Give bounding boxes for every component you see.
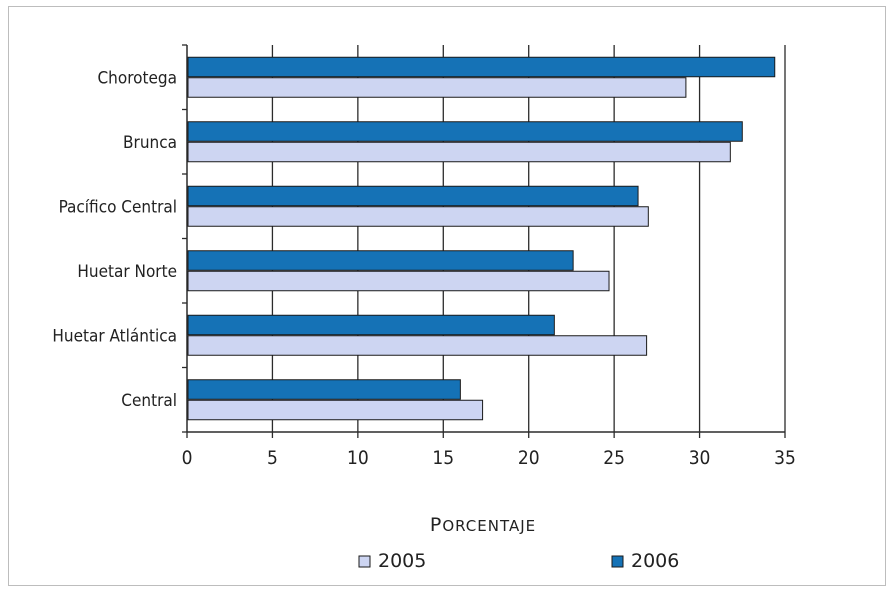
x-tick-label: 0	[182, 447, 193, 469]
x-tick-label: 35	[774, 447, 796, 469]
bar-2005	[187, 77, 687, 98]
bar-2005	[187, 399, 484, 421]
category-label: Central	[121, 391, 177, 411]
x-tick-label: 10	[347, 447, 369, 469]
category-label: Pacífico Central	[59, 197, 177, 217]
x-axis-label-initial: P	[430, 514, 442, 536]
category-label: Chorotega	[98, 68, 178, 88]
gridlines	[271, 45, 786, 432]
x-axis-label: PORCENTAJE	[430, 514, 536, 536]
x-tick-label: 5	[267, 447, 278, 469]
legend: 2005 2006	[358, 550, 679, 572]
x-tick-label: 30	[689, 447, 711, 469]
bar-2006	[187, 314, 555, 336]
x-tick-label: 15	[432, 447, 454, 469]
x-axis-label-rest: ORCENTAJE	[442, 517, 536, 535]
bar-2005	[187, 270, 610, 292]
legend-swatch-2006	[611, 555, 624, 568]
bar-2005	[187, 335, 648, 356]
bar-2006	[187, 56, 776, 78]
bar-2006	[187, 185, 639, 207]
bar-2006	[187, 121, 743, 142]
legend-label-2005: 2005	[378, 550, 426, 572]
category-label: Huetar Atlántica	[52, 326, 177, 346]
x-tick-labels: 0 5 10 15 20 25 30 35	[182, 447, 796, 469]
axes	[182, 44, 786, 438]
bar-2005	[187, 206, 649, 227]
x-tick-label: 20	[518, 447, 540, 469]
category-label: Brunca	[123, 133, 177, 153]
legend-swatch-2005	[358, 555, 371, 568]
category-labels: Chorotega Brunca Pacífico Central Huetar No…	[52, 68, 177, 411]
legend-label-2006: 2006	[631, 550, 679, 572]
bar-chart: 0 5 10 15 20 25 30 35 Chorotega Brunca Pacífico C…	[52, 44, 796, 572]
category-label: Huetar Norte	[77, 262, 177, 282]
bar-2005	[187, 141, 731, 163]
chart-frame: 0 5 10 15 20 25 30 35 Chorotega Brunca Pacífico C…	[8, 6, 886, 586]
x-tick-label: 25	[603, 447, 625, 469]
bar-2006	[187, 250, 574, 271]
bars	[187, 56, 776, 421]
bar-2006	[187, 379, 461, 400]
